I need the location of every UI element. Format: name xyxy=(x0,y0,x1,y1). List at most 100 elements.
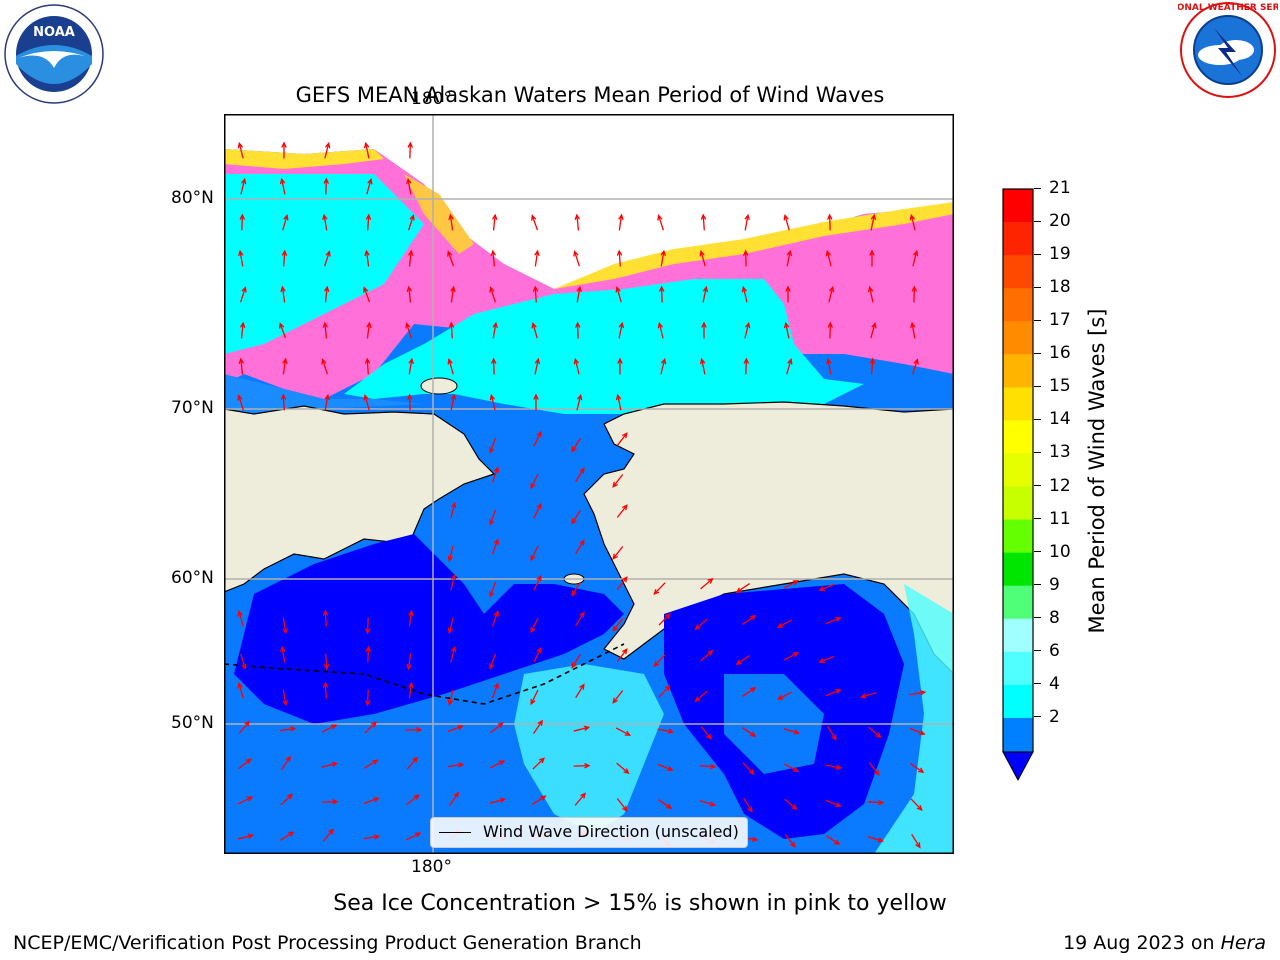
wave-arrow-shaft xyxy=(574,359,580,375)
colorbar-block xyxy=(1003,453,1033,488)
wave-arrow-head xyxy=(789,841,796,848)
wave-arrow-shaft xyxy=(408,286,412,303)
blue-strip xyxy=(224,374,424,414)
wave-arrow-shaft xyxy=(237,796,253,805)
wave-arrow-head xyxy=(580,792,587,799)
wave-arrow-shaft xyxy=(825,617,841,625)
wave-arrow-head xyxy=(282,357,288,365)
wave-arrow-shaft xyxy=(279,831,294,841)
wave-arrow-head xyxy=(825,249,832,257)
wave-arrow-shaft xyxy=(239,251,244,267)
footer-date: 19 Aug 2023 on xyxy=(1063,932,1221,954)
wave-arrow-shaft xyxy=(911,833,921,848)
wave-arrow-head xyxy=(408,357,414,365)
wave-arrow-head xyxy=(583,725,591,732)
wave-arrow-shaft xyxy=(237,395,244,411)
wave-arrow-head xyxy=(575,321,581,328)
wave-arrow-shaft xyxy=(571,581,581,596)
footer-left: NCEP/EMC/Verification Post Processing Pr… xyxy=(13,932,642,954)
wave-arrow-shaft xyxy=(240,653,246,669)
wave-arrow-head xyxy=(735,659,742,665)
colorbar-tick-label: 12 xyxy=(1034,476,1071,496)
map-legend: Wind Wave Direction (unscaled) xyxy=(430,817,748,848)
wave-arrow-head xyxy=(792,766,800,772)
wave-arrow-shaft xyxy=(492,250,496,267)
wave-arrow-shaft xyxy=(657,763,673,771)
wave-arrow-head xyxy=(448,321,455,328)
wave-arrow-head xyxy=(574,213,581,220)
wave-arrow-shaft xyxy=(819,655,835,663)
wave-arrow-shaft xyxy=(282,617,287,633)
sea-ice-note: Sea Ice Concentration > 15% is shown in … xyxy=(333,891,947,916)
wave-arrow-shaft xyxy=(702,214,705,231)
colorbar-tick-label: 21 xyxy=(1034,178,1071,198)
wave-arrow-shaft xyxy=(366,323,371,339)
wave-arrow-shaft xyxy=(784,215,790,231)
wave-arrow-head xyxy=(450,501,457,509)
wave-arrow-shaft xyxy=(868,762,880,776)
wave-arrow-head xyxy=(364,357,371,364)
wave-arrow-head xyxy=(282,699,288,707)
wave-arrow-head xyxy=(238,357,245,364)
wave-arrow-head xyxy=(453,791,459,798)
wrangel-island xyxy=(420,377,458,395)
wave-arrow-shaft xyxy=(238,721,250,734)
wave-arrow-head xyxy=(540,795,547,801)
wave-arrow-shaft xyxy=(492,358,495,375)
wave-arrow-head xyxy=(323,177,329,184)
wave-arrow-head xyxy=(702,285,709,293)
wave-arrow-head xyxy=(532,285,539,292)
colorbar-tick-label: 19 xyxy=(1034,244,1071,264)
wave-arrow-head xyxy=(913,358,919,365)
wave-arrow-shaft xyxy=(617,395,622,411)
wave-arrow-shaft xyxy=(699,765,716,768)
wave-arrow-head xyxy=(537,719,543,726)
wave-arrow-head xyxy=(447,627,454,635)
wave-arrow-head xyxy=(615,285,621,293)
wave-arrow-shaft xyxy=(911,323,916,339)
wave-arrow-shaft xyxy=(777,619,793,628)
wave-arrow-head xyxy=(489,591,495,598)
map-panel: Wind Wave Direction (unscaled) xyxy=(223,114,955,854)
wave-arrow-shaft xyxy=(450,395,455,411)
wave-arrow-head xyxy=(875,732,882,739)
lon-label-top: 180° xyxy=(411,89,452,109)
wave-arrow-head xyxy=(579,611,585,618)
wave-arrow-shaft xyxy=(321,359,328,375)
wave-arrow-head xyxy=(743,249,749,256)
wave-arrow-head xyxy=(783,321,790,329)
gridlines xyxy=(224,114,954,854)
wave-arrow-head xyxy=(365,700,371,707)
wave-arrow-head xyxy=(660,249,666,257)
wave-arrow-shaft xyxy=(530,617,539,633)
colorbar-tick-label: 20 xyxy=(1034,211,1071,231)
wave-arrow-head xyxy=(776,694,784,700)
wave-arrow-head xyxy=(447,250,453,257)
wave-arrow-shaft xyxy=(282,359,287,375)
wave-arrow-shaft xyxy=(534,359,539,375)
wave-arrow-shaft xyxy=(366,358,369,375)
wave-arrow-head xyxy=(612,553,619,560)
wave-arrow-head xyxy=(530,482,536,490)
wave-arrow-shaft xyxy=(534,251,539,267)
wave-arrow-head xyxy=(237,681,243,689)
wave-arrow-shaft xyxy=(281,179,286,195)
wave-arrow-head xyxy=(694,624,701,631)
wave-arrow-head xyxy=(624,730,632,736)
wave-arrow-head xyxy=(744,213,750,221)
wave-arrow-shaft xyxy=(407,179,412,195)
wave-arrow-head xyxy=(750,731,757,737)
wave-arrow-shaft xyxy=(364,395,370,411)
wave-arrow-head xyxy=(776,622,784,628)
wave-arrow-shaft xyxy=(825,799,841,807)
title-line-1: GEFS MEAN Alaskan Waters Mean Period of … xyxy=(295,83,885,107)
wave-arrow-head xyxy=(406,663,412,671)
wave-arrow-shaft xyxy=(282,689,287,705)
wave-arrow-head xyxy=(787,357,793,365)
wave-arrow-head xyxy=(246,796,254,802)
wave-arrow-head xyxy=(709,801,717,807)
wave-arrow-shaft xyxy=(743,797,753,812)
wave-arrow-shaft xyxy=(699,800,715,806)
wave-arrow-head xyxy=(827,213,833,220)
wave-arrow-head xyxy=(584,763,591,769)
